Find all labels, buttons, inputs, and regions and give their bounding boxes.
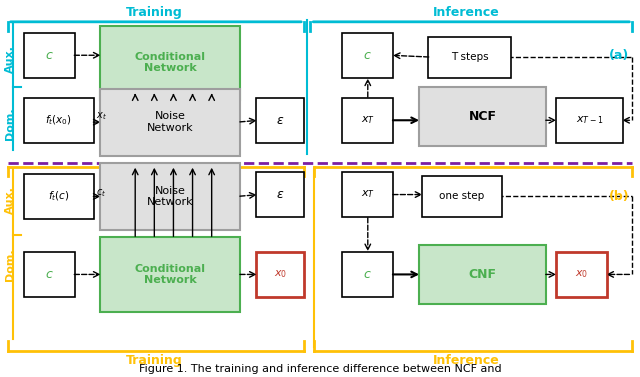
FancyBboxPatch shape <box>256 172 304 217</box>
FancyBboxPatch shape <box>24 174 94 219</box>
Text: $x_T$: $x_T$ <box>361 188 375 201</box>
Text: Conditional
Network: Conditional Network <box>135 264 205 285</box>
Text: $\epsilon$: $\epsilon$ <box>276 114 284 127</box>
FancyBboxPatch shape <box>556 98 623 143</box>
Text: $x_0$: $x_0$ <box>575 268 588 280</box>
Text: T steps: T steps <box>451 52 488 62</box>
FancyBboxPatch shape <box>24 252 75 297</box>
FancyBboxPatch shape <box>342 98 394 143</box>
FancyBboxPatch shape <box>100 237 241 311</box>
FancyBboxPatch shape <box>419 245 546 304</box>
FancyBboxPatch shape <box>100 89 241 156</box>
FancyBboxPatch shape <box>100 26 241 100</box>
Text: Figure 1. The training and inference difference between NCF and: Figure 1. The training and inference dif… <box>139 363 501 374</box>
FancyBboxPatch shape <box>24 33 75 78</box>
Text: CNF: CNF <box>468 268 497 281</box>
FancyBboxPatch shape <box>342 252 394 297</box>
Text: Dom.: Dom. <box>4 108 15 140</box>
FancyBboxPatch shape <box>342 33 394 78</box>
FancyBboxPatch shape <box>556 252 607 297</box>
FancyBboxPatch shape <box>256 252 304 297</box>
Text: Aux.: Aux. <box>4 186 15 214</box>
FancyBboxPatch shape <box>342 172 394 217</box>
Text: $c$: $c$ <box>45 268 54 281</box>
Text: $x_T$: $x_T$ <box>361 114 375 126</box>
Text: (a): (a) <box>609 49 629 62</box>
Text: $f_t(x_0)$: $f_t(x_0)$ <box>45 113 72 127</box>
FancyBboxPatch shape <box>100 163 241 230</box>
Text: $c$: $c$ <box>364 268 372 281</box>
FancyBboxPatch shape <box>24 98 94 143</box>
Text: $c_t$: $c_t$ <box>96 187 106 199</box>
Text: Noise
Network: Noise Network <box>147 185 193 207</box>
Text: Training: Training <box>126 354 182 367</box>
Text: NCF: NCF <box>468 110 497 123</box>
Text: Inference: Inference <box>433 354 500 367</box>
Text: Conditional
Network: Conditional Network <box>135 52 205 74</box>
Text: Noise
Network: Noise Network <box>147 111 193 133</box>
Text: $x_{T-1}$: $x_{T-1}$ <box>575 114 603 126</box>
Text: (b): (b) <box>609 190 629 203</box>
FancyBboxPatch shape <box>256 98 304 143</box>
FancyBboxPatch shape <box>419 87 546 146</box>
Text: $c$: $c$ <box>45 49 54 62</box>
Text: Training: Training <box>126 6 182 19</box>
Text: $c$: $c$ <box>364 49 372 62</box>
Text: $\epsilon$: $\epsilon$ <box>276 188 284 201</box>
Text: Dom.: Dom. <box>4 249 15 282</box>
Text: $f_t(c)$: $f_t(c)$ <box>48 190 70 203</box>
Text: Aux.: Aux. <box>4 45 15 73</box>
Text: one step: one step <box>439 192 484 201</box>
FancyBboxPatch shape <box>422 176 502 217</box>
FancyBboxPatch shape <box>428 37 511 78</box>
Text: $x_t$: $x_t$ <box>96 110 107 123</box>
Text: $x_0$: $x_0$ <box>273 268 287 280</box>
Text: Inference: Inference <box>433 6 500 19</box>
